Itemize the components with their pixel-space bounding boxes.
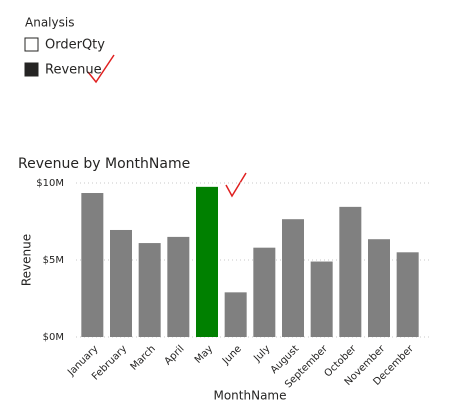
bar[interactable]: [138, 243, 161, 337]
bar[interactable]: [110, 229, 132, 337]
bar[interactable]: [282, 219, 304, 337]
y-tick-label: $10M: [36, 178, 64, 189]
checkbox[interactable]: [24, 62, 39, 77]
x-tick-label: April: [163, 343, 187, 367]
checkbox[interactable]: [24, 37, 39, 52]
x-tick-label: May: [193, 343, 215, 365]
bar[interactable]: [224, 292, 247, 337]
slicer-title: Analysis: [25, 16, 74, 30]
check-annotation: [225, 172, 247, 198]
y-axis-label: Revenue: [20, 234, 34, 286]
bar[interactable]: [368, 239, 390, 337]
slicer-item-label[interactable]: Revenue: [45, 63, 102, 78]
check-annotation: [87, 54, 115, 84]
x-tick-label: July: [251, 343, 272, 364]
bar[interactable]: [196, 186, 218, 337]
x-tick-label: June: [220, 343, 244, 367]
chart-title: Revenue by MonthName: [18, 156, 190, 172]
bar[interactable]: [253, 247, 276, 337]
bar[interactable]: [396, 252, 419, 337]
bar[interactable]: [310, 261, 333, 337]
bar[interactable]: [167, 236, 190, 337]
slicer-item-label[interactable]: OrderQty: [45, 38, 105, 53]
y-tick-label: $0M: [43, 332, 64, 343]
bar[interactable]: [339, 206, 362, 337]
y-tick-label: $5M: [43, 255, 64, 266]
bar[interactable]: [81, 193, 104, 337]
x-axis-label: MonthName: [213, 389, 286, 403]
x-tick-label: March: [129, 343, 158, 372]
